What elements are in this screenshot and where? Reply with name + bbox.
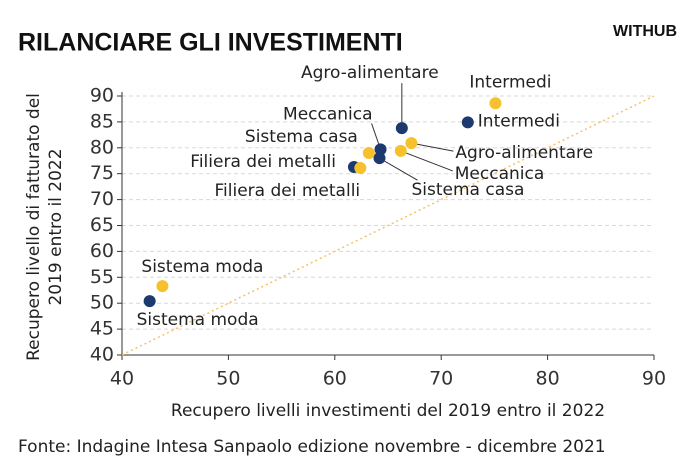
x-tick-label: 50 — [216, 368, 240, 390]
leader-line — [379, 157, 418, 181]
y-tick-label: 50 — [90, 292, 114, 314]
leader-line — [400, 150, 453, 172]
y-tick-label: 75 — [90, 162, 114, 184]
chart-title: RILANCIARE GLI INVESTIMENTI — [18, 29, 403, 57]
point — [362, 146, 375, 159]
y-tick-label: 40 — [90, 344, 114, 366]
point-label: Agro-alimentare — [455, 143, 593, 163]
point-label: Filiera dei metalli — [190, 152, 336, 172]
point-label: Sistema moda — [141, 257, 263, 277]
point — [373, 152, 386, 165]
x-tick-label: 80 — [536, 368, 560, 390]
x-tick-label: 70 — [429, 368, 453, 390]
identity-line — [121, 95, 655, 356]
y-tick-label: 85 — [90, 110, 114, 132]
x-axis-label: Recupero livelli investimenti del 2019 e… — [171, 401, 605, 421]
point-label: Sistema moda — [137, 310, 259, 330]
y-axis-label: Recupero livello di fatturato del — [24, 93, 44, 361]
point — [461, 116, 474, 129]
point — [394, 144, 407, 157]
source: Fonte: Indagine Intesa Sanpaolo edizione… — [18, 437, 606, 457]
point-label: Meccanica — [455, 164, 545, 184]
point — [143, 295, 156, 308]
point-label: Agro-alimentare — [301, 63, 439, 83]
leader-line — [411, 142, 454, 152]
y-tick-label: 80 — [90, 136, 114, 158]
brand: WITHUB — [613, 23, 677, 40]
point — [395, 122, 408, 135]
x-tick-label: 40 — [110, 368, 134, 390]
y-tick-label: 45 — [90, 318, 114, 340]
point — [156, 280, 169, 293]
point-label: Sistema casa — [245, 127, 358, 147]
y-tick-label: 60 — [90, 240, 114, 262]
y-tick-label: 55 — [90, 266, 114, 288]
point-label: Sistema casa — [411, 180, 524, 200]
y-axis-label: 2019 entro il 2022 — [46, 148, 66, 305]
point — [405, 137, 418, 150]
y-tick-label: 70 — [90, 188, 114, 210]
point-label: Intermedi — [469, 72, 551, 92]
point — [374, 143, 387, 156]
point — [354, 162, 367, 175]
point — [489, 97, 502, 110]
point-label: Intermedi — [478, 111, 560, 131]
y-tick-label: 65 — [90, 214, 114, 236]
x-tick-label: 90 — [642, 368, 666, 390]
x-tick-label: 60 — [323, 368, 347, 390]
point-label: Filiera dei metalli — [215, 181, 361, 201]
point-label: Meccanica — [283, 104, 373, 124]
y-tick-label: 90 — [90, 85, 114, 107]
